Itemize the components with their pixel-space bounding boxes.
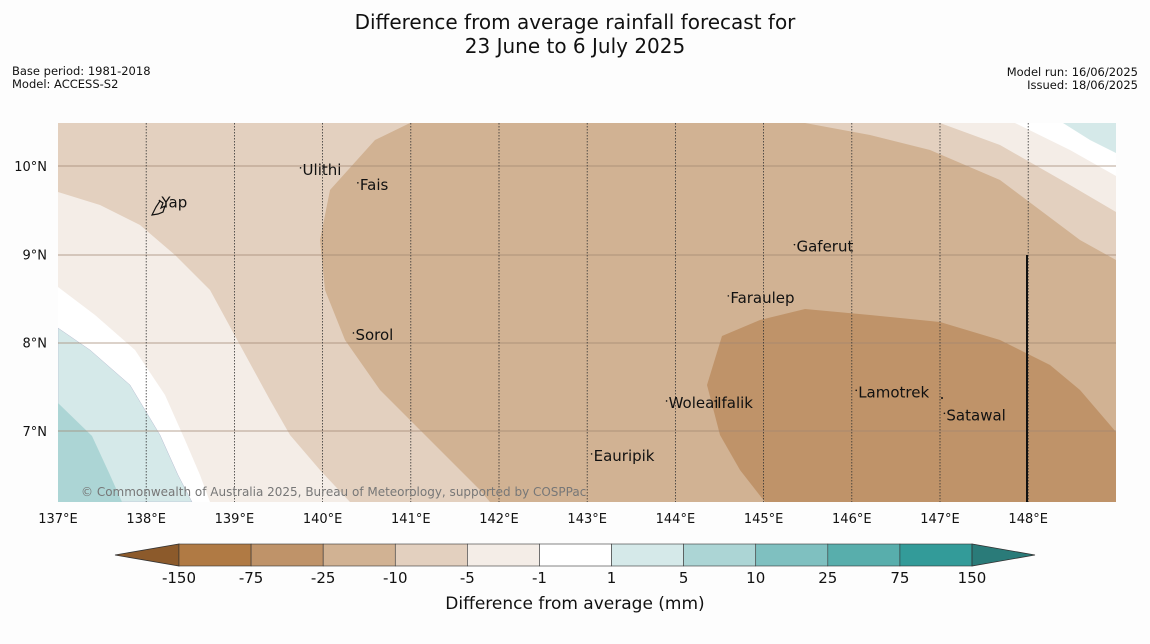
run-info: Model run: 16/06/2025 Issued: 18/06/2025 <box>1007 66 1138 92</box>
place-labels: Ulithi Fais Yap Gaferut Faraulep Sorol Lamotre… <box>158 161 1006 465</box>
place-marker <box>158 199 161 202</box>
lon-tick-label: 140°E <box>303 512 343 527</box>
longitude-axis-labels: 137°E 138°E 139°E 140°E 141°E 142°E 143°E 144°E… <box>38 512 1048 527</box>
colorbar-tick-label: 75 <box>890 569 909 587</box>
islet-marker <box>941 397 943 399</box>
place-label: Faraulep <box>730 289 794 307</box>
place-label: Gaferut <box>796 238 853 256</box>
place-marker <box>714 400 716 402</box>
colorbar-tick-label: -1 <box>532 569 547 587</box>
lat-tick-label: 10°N <box>14 160 47 175</box>
place-label: Ulithi <box>303 161 342 179</box>
place-label: Fais <box>360 176 389 194</box>
contour-band-1-ne <box>1063 123 1116 153</box>
place-label: Sorol <box>355 326 393 344</box>
colorbar-tick-label: -5 <box>460 569 475 587</box>
place-marker <box>352 332 355 334</box>
lon-tick-label: 137°E <box>38 512 78 527</box>
colorbar: -150 -75 -25 -10 -5 -1 1 5 10 25 75 150 <box>114 543 1036 587</box>
place-label: Ifalik <box>717 394 753 412</box>
colorbar-extend-high <box>971 543 1036 567</box>
colorbar-tick-label: 25 <box>818 569 837 587</box>
lon-tick-label: 144°E <box>656 512 696 527</box>
colorbar-segment <box>178 543 252 567</box>
colorbar-tick-label: 10 <box>746 569 765 587</box>
longitude-gridlines <box>145 123 1029 502</box>
issued-text: Issued: 18/06/2025 <box>1027 78 1138 92</box>
colorbar-segment <box>322 543 396 567</box>
model-text: Model: ACCESS-S2 <box>12 77 119 91</box>
lat-tick-label: 7°N <box>23 425 48 440</box>
title-line-2: 23 June to 6 July 2025 <box>464 34 686 58</box>
colorbar-segment <box>539 543 612 567</box>
colorbar-segment <box>683 543 757 567</box>
title-line-1: Difference from average rainfall forecas… <box>354 10 796 34</box>
contour-band-5 <box>58 403 122 502</box>
place-label: Satawal <box>946 406 1005 424</box>
colorbar-extend-low <box>114 543 180 567</box>
place-marker <box>727 295 730 297</box>
latitude-axis-labels: 7°N 8°N 9°N 10°N <box>14 160 47 440</box>
place-marker <box>590 453 593 455</box>
place-marker <box>793 243 796 246</box>
lon-tick-label: 142°E <box>479 512 519 527</box>
lon-tick-label: 139°E <box>215 512 255 527</box>
contour-band--75 <box>707 309 1116 502</box>
place-marker <box>855 389 858 392</box>
model-run-text: Model run: 16/06/2025 <box>1006 65 1138 79</box>
lat-tick-label: 9°N <box>23 248 48 263</box>
place-marker <box>357 182 359 184</box>
colorbar-tick-label: -10 <box>383 569 408 587</box>
place-label: Yap <box>160 194 187 212</box>
model-info: Base period: 1981-2018 Model: ACCESS-S2 <box>12 65 151 91</box>
place-marker <box>299 167 302 169</box>
lon-tick-label: 143°E <box>567 512 607 527</box>
yap-island-shape <box>150 200 167 216</box>
lon-tick-label: 146°E <box>832 512 872 527</box>
lon-tick-label: 141°E <box>391 512 431 527</box>
colorbar-segment <box>827 543 901 567</box>
copyright-text: © Commonwealth of Australia 2025, Bureau… <box>81 485 586 499</box>
colorbar-segment <box>467 543 540 567</box>
lon-tick-label: 138°E <box>126 512 166 527</box>
lon-tick-label: 148°E <box>1008 512 1048 527</box>
colorbar-tick-label: 150 <box>958 569 987 587</box>
colorbar-segment <box>250 543 324 567</box>
colorbar-segment <box>611 543 684 567</box>
place-label: Eauripik <box>594 447 655 465</box>
colorbar-tick-label: 5 <box>679 569 689 587</box>
lon-tick-label: 147°E <box>920 512 960 527</box>
colorbar-tick-label: -75 <box>239 569 264 587</box>
colorbar-segment <box>899 543 973 567</box>
map-title: Difference from average rainfall forecas… <box>0 10 1150 58</box>
lon-tick-label: 145°E <box>744 512 784 527</box>
lat-tick-label: 8°N <box>23 337 48 352</box>
colorbar-label: Difference from average (mm) <box>445 594 705 614</box>
colorbar-tick-label: -150 <box>162 569 196 587</box>
place-marker <box>943 412 946 415</box>
colorbar-segment <box>394 543 468 567</box>
place-marker <box>665 400 668 402</box>
colorbar-segment <box>755 543 829 567</box>
place-label: Woleai <box>669 394 719 412</box>
base-period-text: Base period: 1981-2018 <box>12 64 151 78</box>
place-label: Lamotrek <box>858 383 929 401</box>
colorbar-tick-label: -25 <box>311 569 336 587</box>
colorbar-tick-label: 1 <box>607 569 617 587</box>
